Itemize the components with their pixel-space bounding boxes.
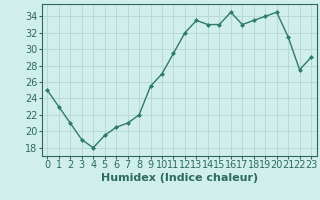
X-axis label: Humidex (Indice chaleur): Humidex (Indice chaleur)	[100, 173, 258, 183]
